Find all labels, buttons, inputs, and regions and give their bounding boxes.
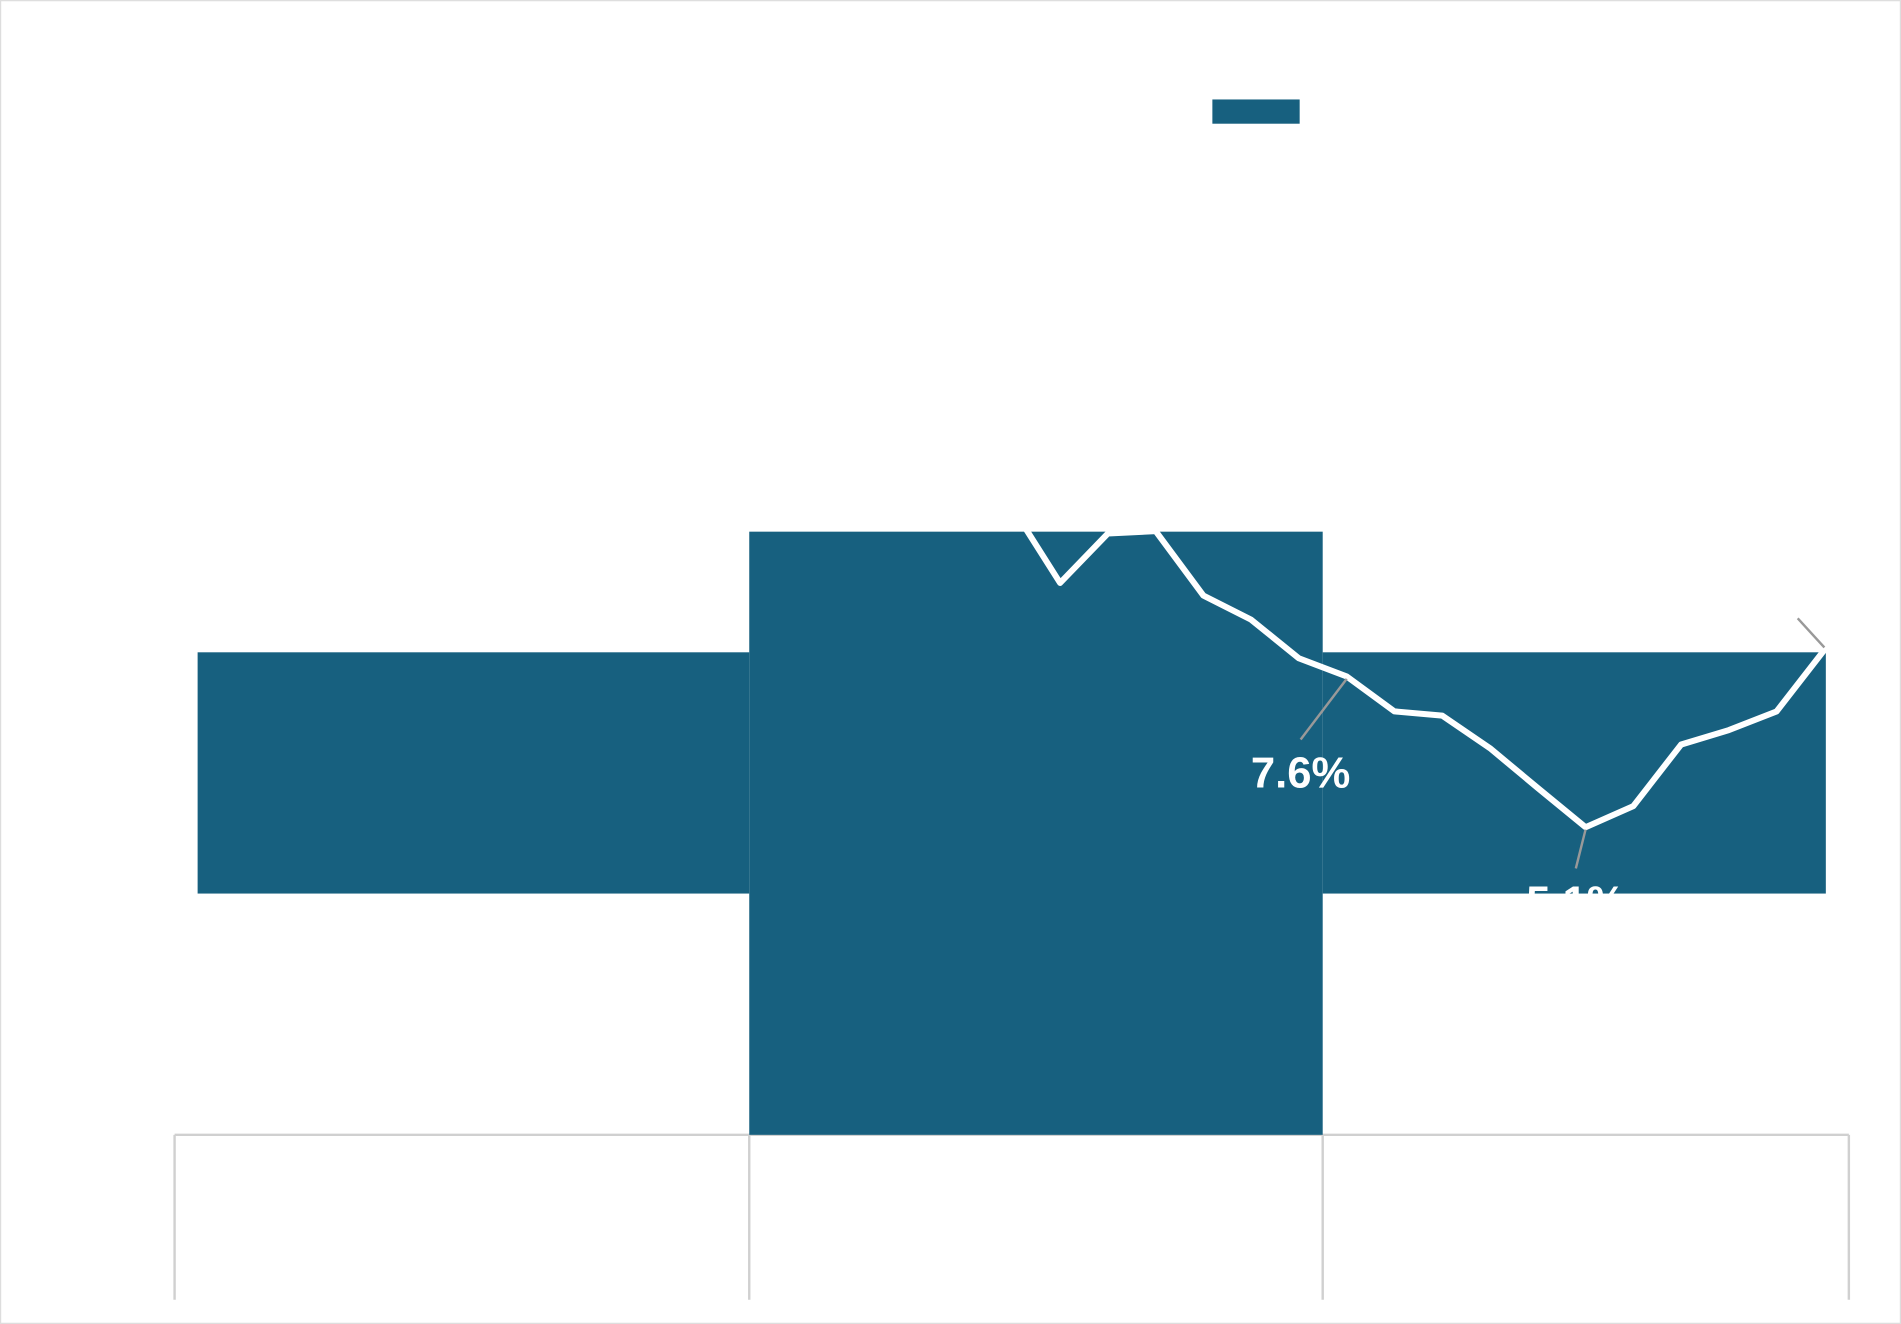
- bar: [749, 531, 1323, 1135]
- bar: [197, 652, 750, 894]
- leader-line: [1299, 678, 1348, 741]
- legend-swatch: [1212, 99, 1300, 124]
- line: [1009, 505, 1827, 831]
- leader-line: [1796, 617, 1826, 649]
- bar: [1322, 652, 1826, 894]
- value-label: 5.1%: [1526, 877, 1625, 926]
- value-label: 7.6%: [1251, 748, 1350, 797]
- leader-line: [1574, 829, 1587, 869]
